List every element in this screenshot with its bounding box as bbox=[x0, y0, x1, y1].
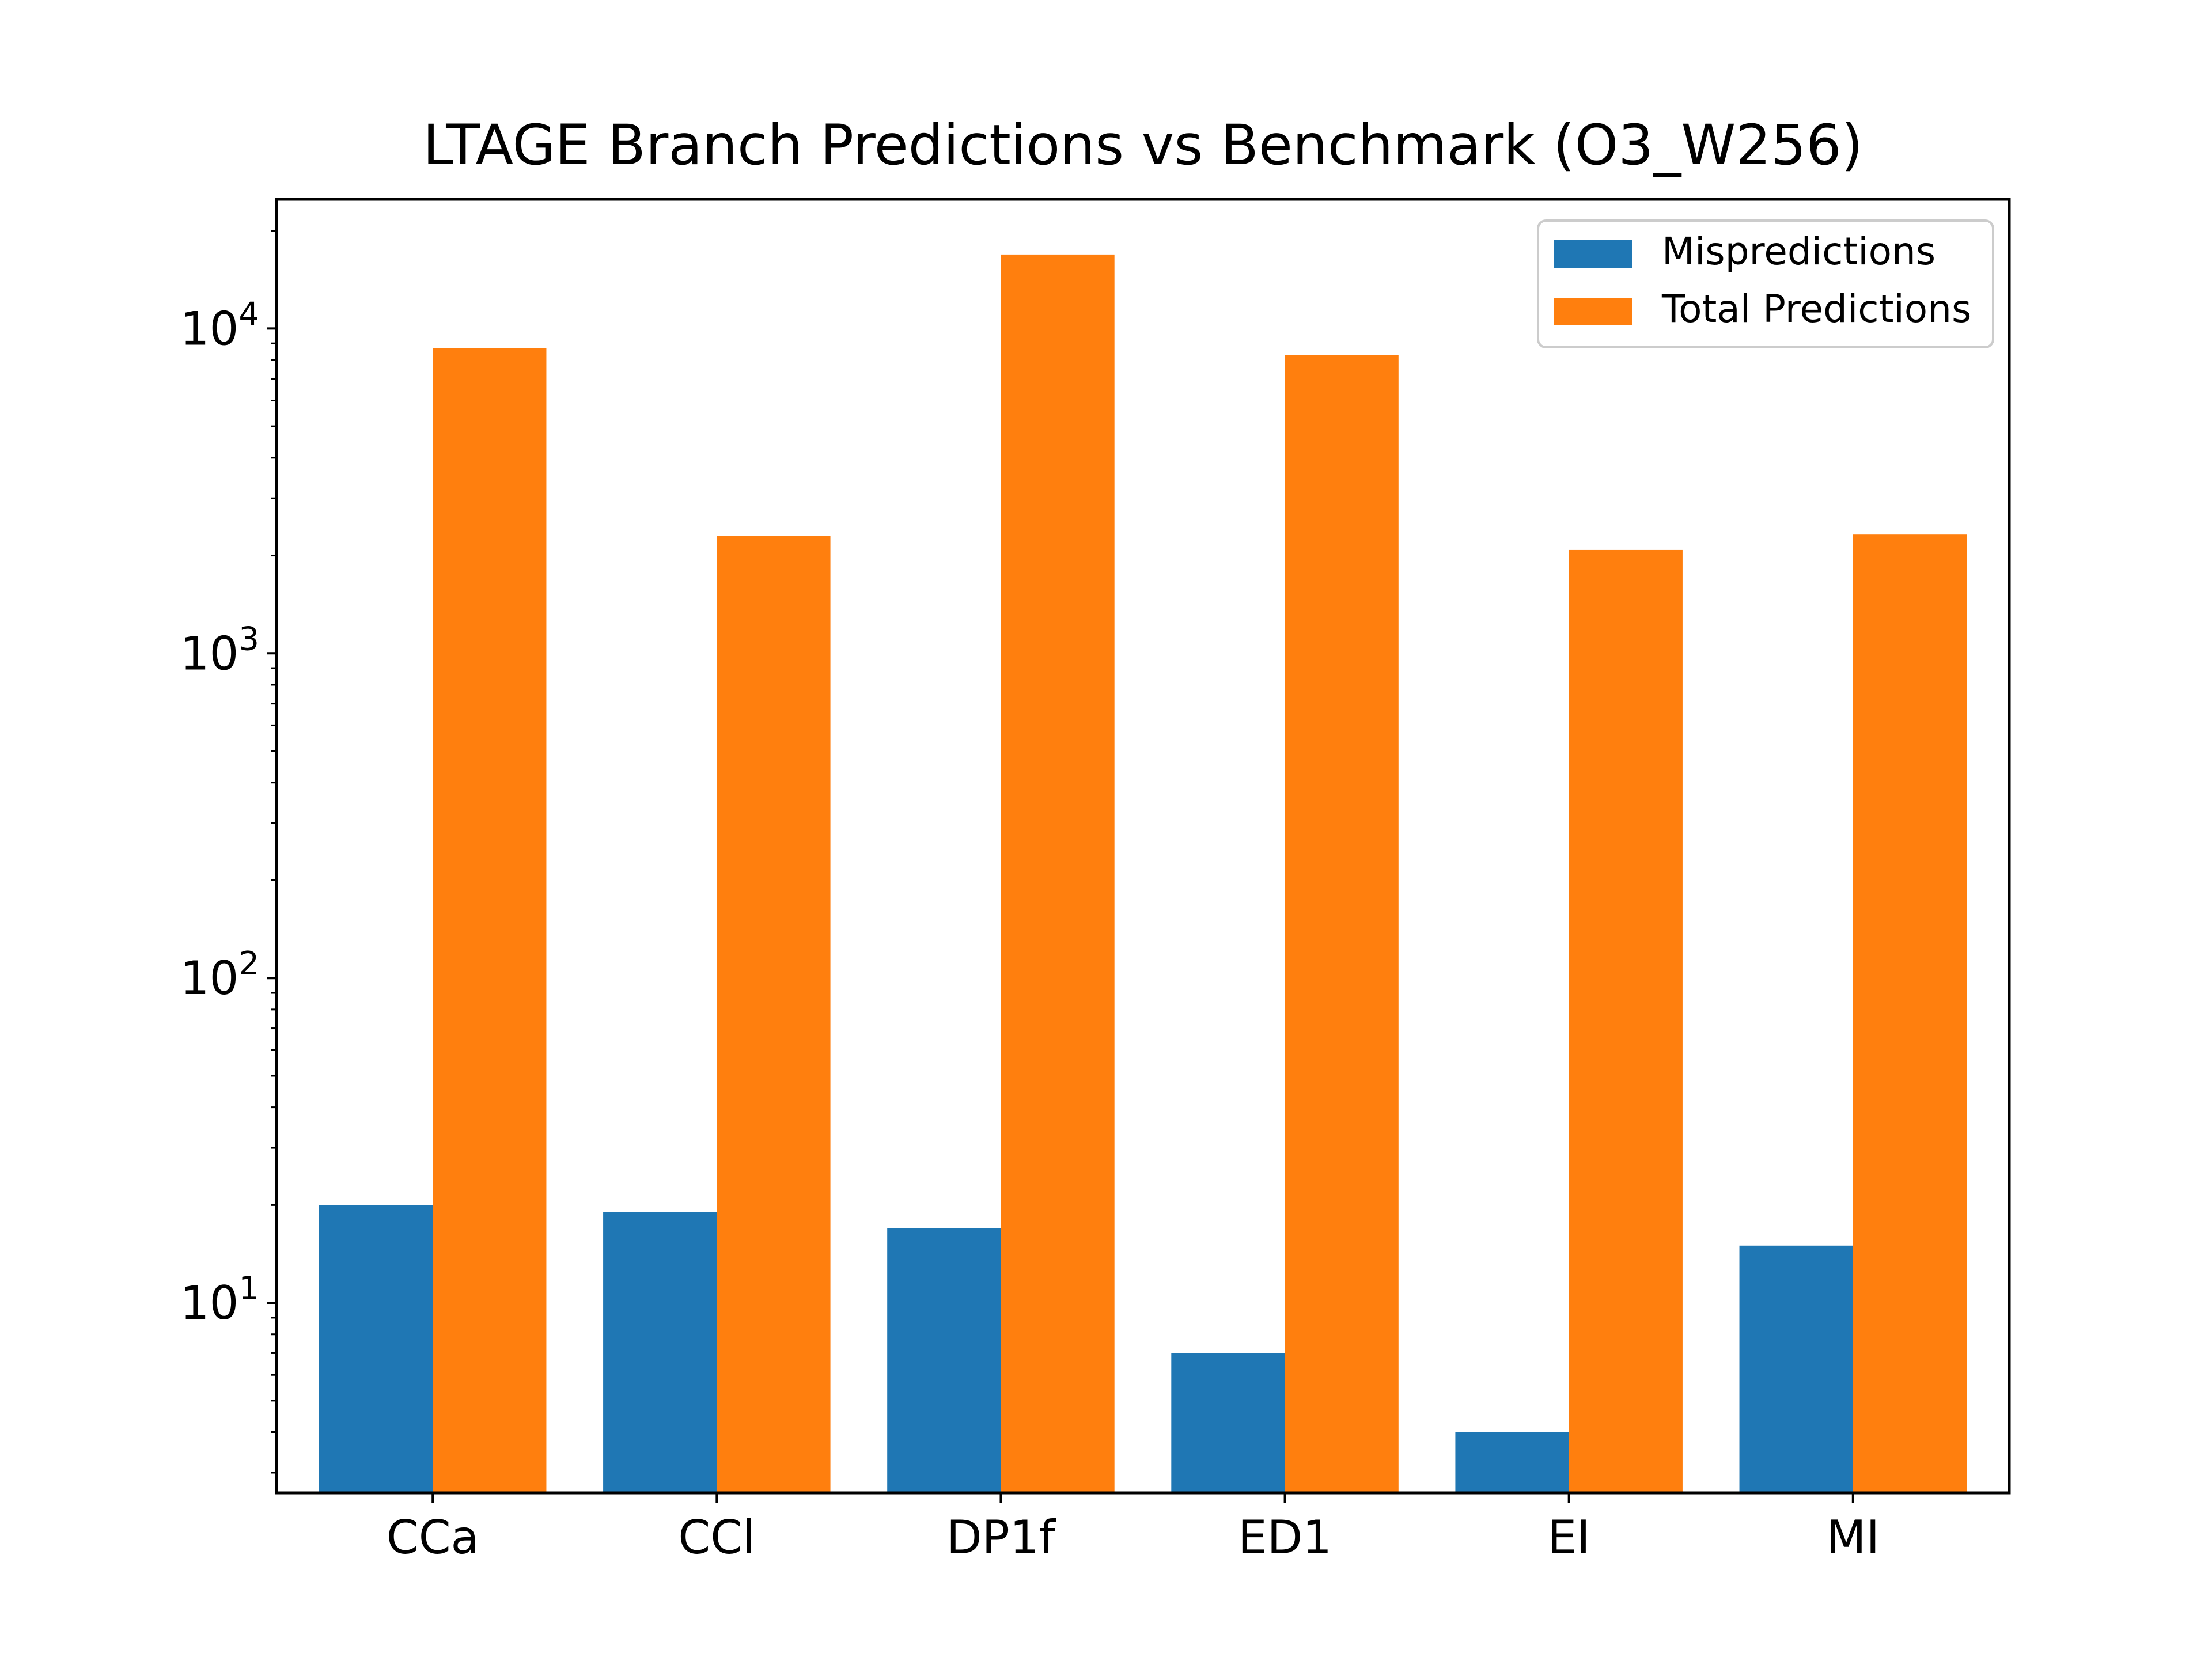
legend-box bbox=[1537, 219, 1994, 348]
bar-total-predictions-ei bbox=[1569, 549, 1683, 1493]
bar-mispredictions-mi bbox=[1739, 1245, 1853, 1493]
bars-layer bbox=[319, 254, 1967, 1493]
legend-swatch bbox=[1554, 240, 1632, 268]
x-tick-label: EI bbox=[1548, 1511, 1590, 1564]
y-tick-label: 102 bbox=[180, 945, 259, 1005]
bar-mispredictions-ed1 bbox=[1171, 1353, 1285, 1493]
bar-mispredictions-cca bbox=[319, 1205, 433, 1493]
x-tick-label: DP1f bbox=[946, 1511, 1056, 1564]
bar-mispredictions-dp1f bbox=[887, 1228, 1001, 1493]
y-tick-label: 103 bbox=[180, 620, 259, 680]
bar-total-predictions-ccl bbox=[717, 536, 831, 1493]
x-tick-label: CCa bbox=[387, 1511, 479, 1564]
chart-title: LTAGE Branch Predictions vs Benchmark (O… bbox=[423, 113, 1863, 177]
bar-total-predictions-dp1f bbox=[1001, 254, 1115, 1493]
bar-mispredictions-ccl bbox=[603, 1212, 717, 1493]
legend: Mispredictions Total Predictions bbox=[1537, 219, 1994, 348]
x-tick-label: CCl bbox=[678, 1511, 755, 1564]
bar-total-predictions-mi bbox=[1853, 534, 1967, 1493]
y-tick-label: 101 bbox=[180, 1270, 259, 1330]
x-tick-label: MI bbox=[1826, 1511, 1880, 1564]
y-tick-label: 104 bbox=[180, 295, 259, 355]
bar-total-predictions-cca bbox=[433, 348, 547, 1493]
legend-label: Total Predictions bbox=[1661, 287, 1971, 331]
x-tick-label: ED1 bbox=[1238, 1511, 1332, 1564]
bar-mispredictions-ei bbox=[1455, 1432, 1569, 1493]
legend-swatch bbox=[1554, 298, 1632, 325]
y-axis: 101 102 103 104 bbox=[180, 230, 276, 1474]
plot-area-frame bbox=[275, 198, 2011, 1495]
bar-total-predictions-ed1 bbox=[1285, 355, 1399, 1493]
x-axis: CCa CCl DP1f ED1 EI MI bbox=[387, 1493, 1880, 1564]
legend-label: Mispredictions bbox=[1662, 229, 1936, 274]
